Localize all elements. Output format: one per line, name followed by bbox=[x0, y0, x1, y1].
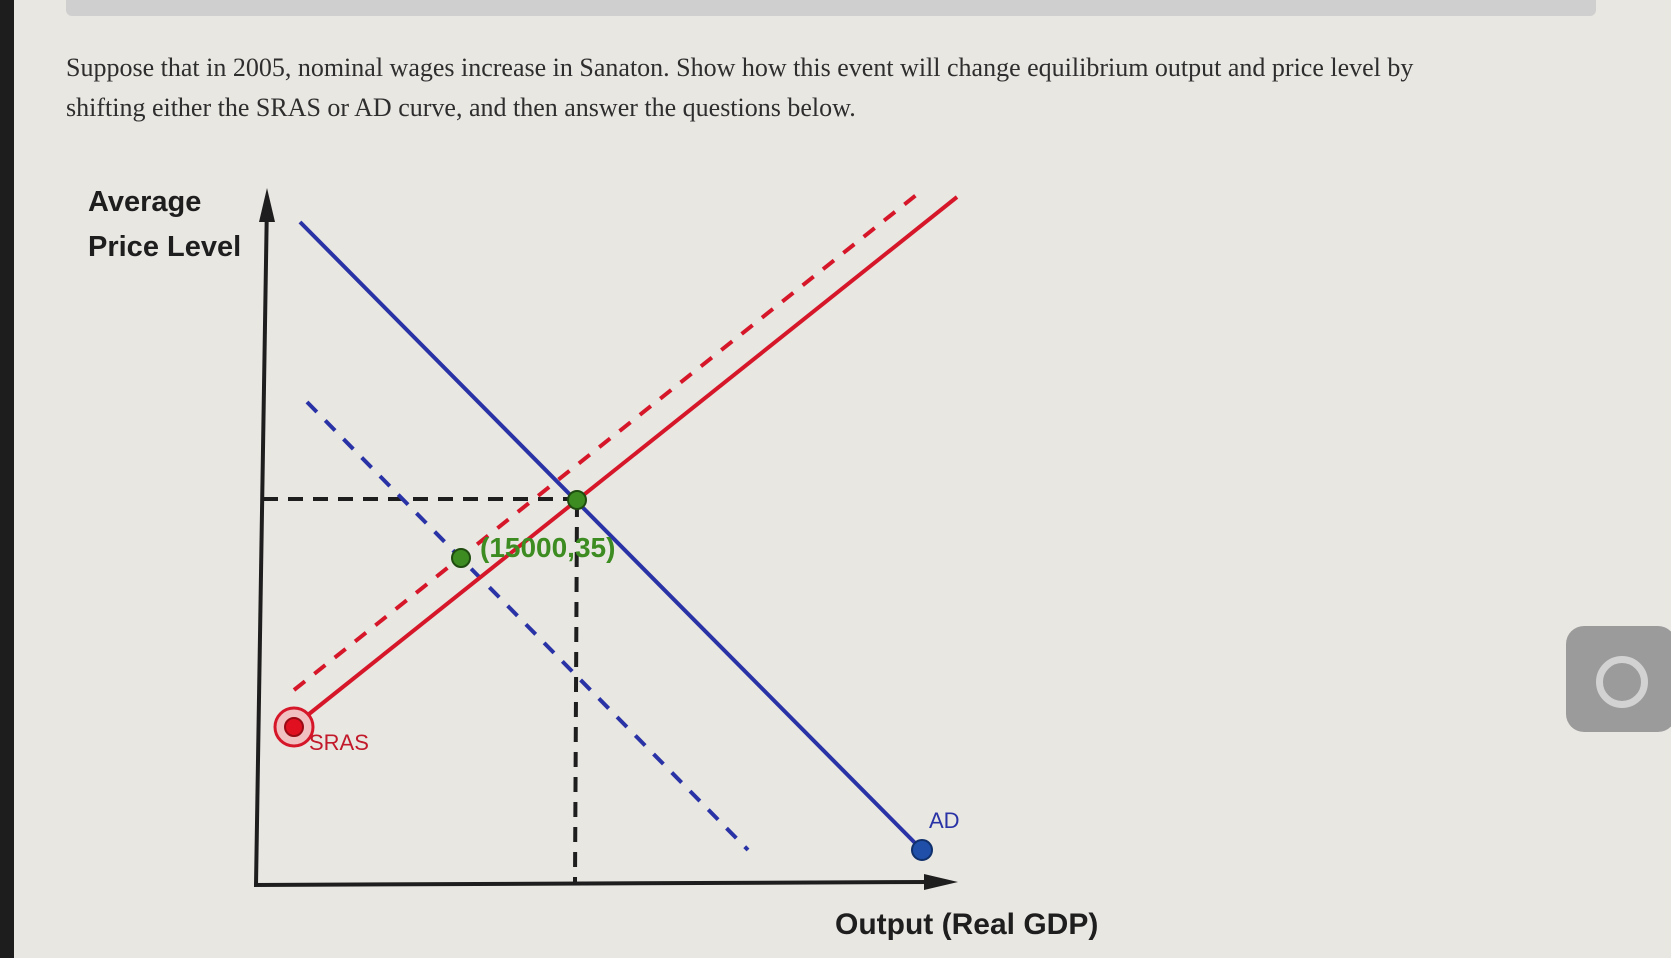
x-axis-arrow-icon bbox=[924, 874, 958, 890]
top-toolbar bbox=[66, 0, 1596, 16]
equilibrium-point-label: (15000,35) bbox=[480, 532, 615, 563]
new-equilibrium-point[interactable] bbox=[567, 490, 587, 510]
sras-original-line bbox=[292, 190, 922, 692]
sras-line[interactable] bbox=[292, 195, 959, 728]
original-equilibrium-point[interactable] bbox=[451, 548, 471, 568]
ad-drag-handle[interactable] bbox=[911, 839, 933, 861]
ad-shifted-line bbox=[305, 400, 750, 852]
y-axis-label: Average Price Level bbox=[88, 180, 241, 270]
question-line-1: Suppose that in 2005, nominal wages incr… bbox=[66, 53, 1414, 82]
y-axis-label-line2: Price Level bbox=[88, 231, 242, 263]
ad-label: AD bbox=[929, 808, 960, 833]
screen-edge bbox=[0, 0, 14, 958]
x-axis bbox=[253, 880, 931, 887]
y-axis bbox=[254, 199, 269, 886]
side-toggle-button[interactable] bbox=[1566, 626, 1671, 732]
output-guide-line bbox=[573, 501, 579, 883]
sras-drag-handle[interactable] bbox=[284, 717, 304, 737]
question-line-2: shifting either the SRAS or AD curve, an… bbox=[66, 93, 856, 122]
circle-icon bbox=[1596, 656, 1648, 708]
sras-label: SRAS bbox=[309, 730, 369, 755]
x-axis-label: Output (Real GDP) bbox=[835, 908, 1099, 941]
question-text: Suppose that in 2005, nominal wages incr… bbox=[66, 48, 1556, 128]
y-axis-label-line1: Average bbox=[88, 186, 202, 218]
y-axis-arrow-icon bbox=[259, 188, 275, 222]
ad-line[interactable] bbox=[298, 220, 924, 852]
